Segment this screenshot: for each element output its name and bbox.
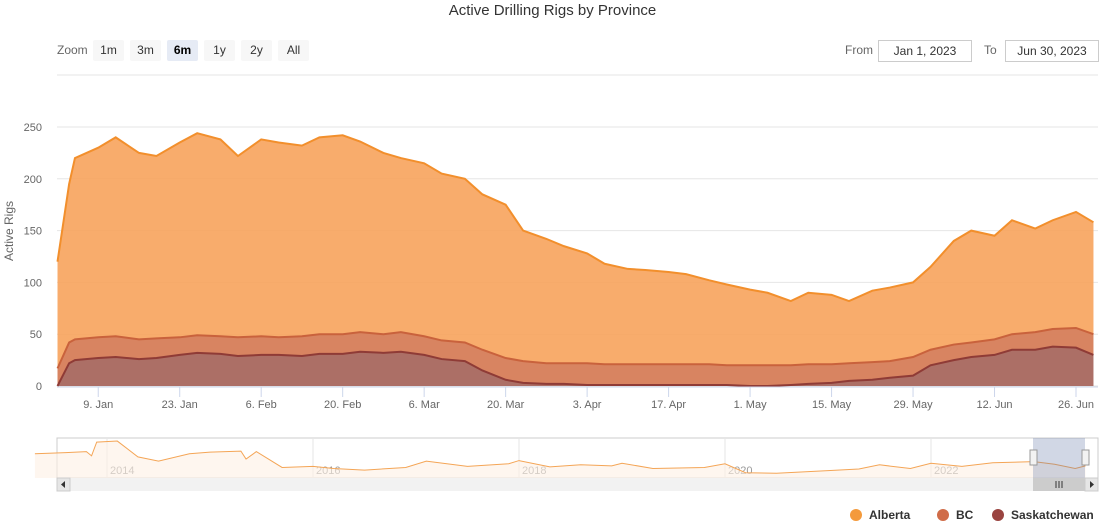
from-label: From: [845, 43, 873, 57]
x-tick-label: 12. Jun: [976, 399, 1012, 411]
line-saskatchewan: [56, 345, 1094, 387]
x-tick-label: 26. Jun: [1058, 399, 1094, 411]
area-bc[interactable]: [57, 327, 1094, 386]
legend-label: Alberta: [869, 508, 911, 522]
navigator-area: [34, 441, 1086, 478]
zoom-label: Zoom: [57, 43, 88, 57]
zoom-6m-button[interactable]: 6m: [167, 40, 198, 61]
area-saskatchewan[interactable]: [57, 346, 1094, 386]
legend-marker-saskatchewan: [992, 509, 1004, 521]
navigator-selection[interactable]: [1033, 438, 1085, 478]
y-tick-label: 150: [24, 226, 42, 238]
navigator-right-handle[interactable]: [1081, 449, 1090, 466]
y-tick-label: 250: [24, 122, 42, 134]
zoom-all-button[interactable]: All: [278, 40, 309, 61]
y-tick-label: 50: [30, 329, 42, 341]
x-tick-label: 1. May: [734, 399, 768, 411]
chart-title: Active Drilling Rigs by Province: [448, 2, 657, 19]
to-date-input[interactable]: Jun 30, 2023: [1005, 40, 1099, 62]
x-tick-label: 3. Apr: [573, 399, 602, 411]
legend-item-bc[interactable]: BC: [937, 508, 973, 522]
line-alberta: [56, 132, 1094, 303]
y-tick-label: 0: [36, 381, 42, 393]
zoom-1m-button[interactable]: 1m: [93, 40, 124, 61]
line-bc: [56, 326, 1094, 369]
x-tick-label: 20. Mar: [487, 399, 525, 411]
legend-item-saskatchewan[interactable]: Saskatchewan: [992, 508, 1094, 522]
x-tick-label: 29. May: [893, 399, 933, 411]
from-date-input[interactable]: Jan 1, 2023: [878, 40, 972, 62]
x-tick-label: 20. Feb: [324, 399, 361, 411]
zoom-2y-button[interactable]: 2y: [241, 40, 272, 61]
y-tick-label: 200: [24, 174, 42, 186]
legend-item-alberta[interactable]: Alberta: [850, 508, 910, 522]
x-tick-label: 6. Feb: [246, 399, 277, 411]
navigator-left-handle[interactable]: [1029, 449, 1038, 466]
to-label: To: [984, 43, 997, 57]
x-tick-label: 23. Jan: [162, 399, 198, 411]
y-axis-title: Active Rigs: [2, 201, 16, 261]
zoom-3m-button[interactable]: 3m: [130, 40, 161, 61]
navigator-line: [34, 440, 1086, 474]
zoom-1y-button[interactable]: 1y: [204, 40, 235, 61]
x-tick-label: 15. May: [812, 399, 852, 411]
legend-label: Saskatchewan: [1011, 508, 1094, 522]
scrollbar-track[interactable]: [57, 478, 1098, 491]
x-tick-label: 17. Apr: [651, 399, 686, 411]
legend-label: BC: [956, 508, 974, 522]
x-tick-label: 9. Jan: [83, 399, 113, 411]
x-tick-label: 6. Mar: [409, 399, 441, 411]
y-tick-label: 100: [24, 277, 42, 289]
legend-marker-alberta: [850, 509, 862, 521]
arrow-right-icon: [1090, 481, 1094, 488]
arrow-left-icon: [61, 481, 65, 488]
legend-marker-bc: [937, 509, 949, 521]
grip-icon: [1055, 481, 1063, 488]
